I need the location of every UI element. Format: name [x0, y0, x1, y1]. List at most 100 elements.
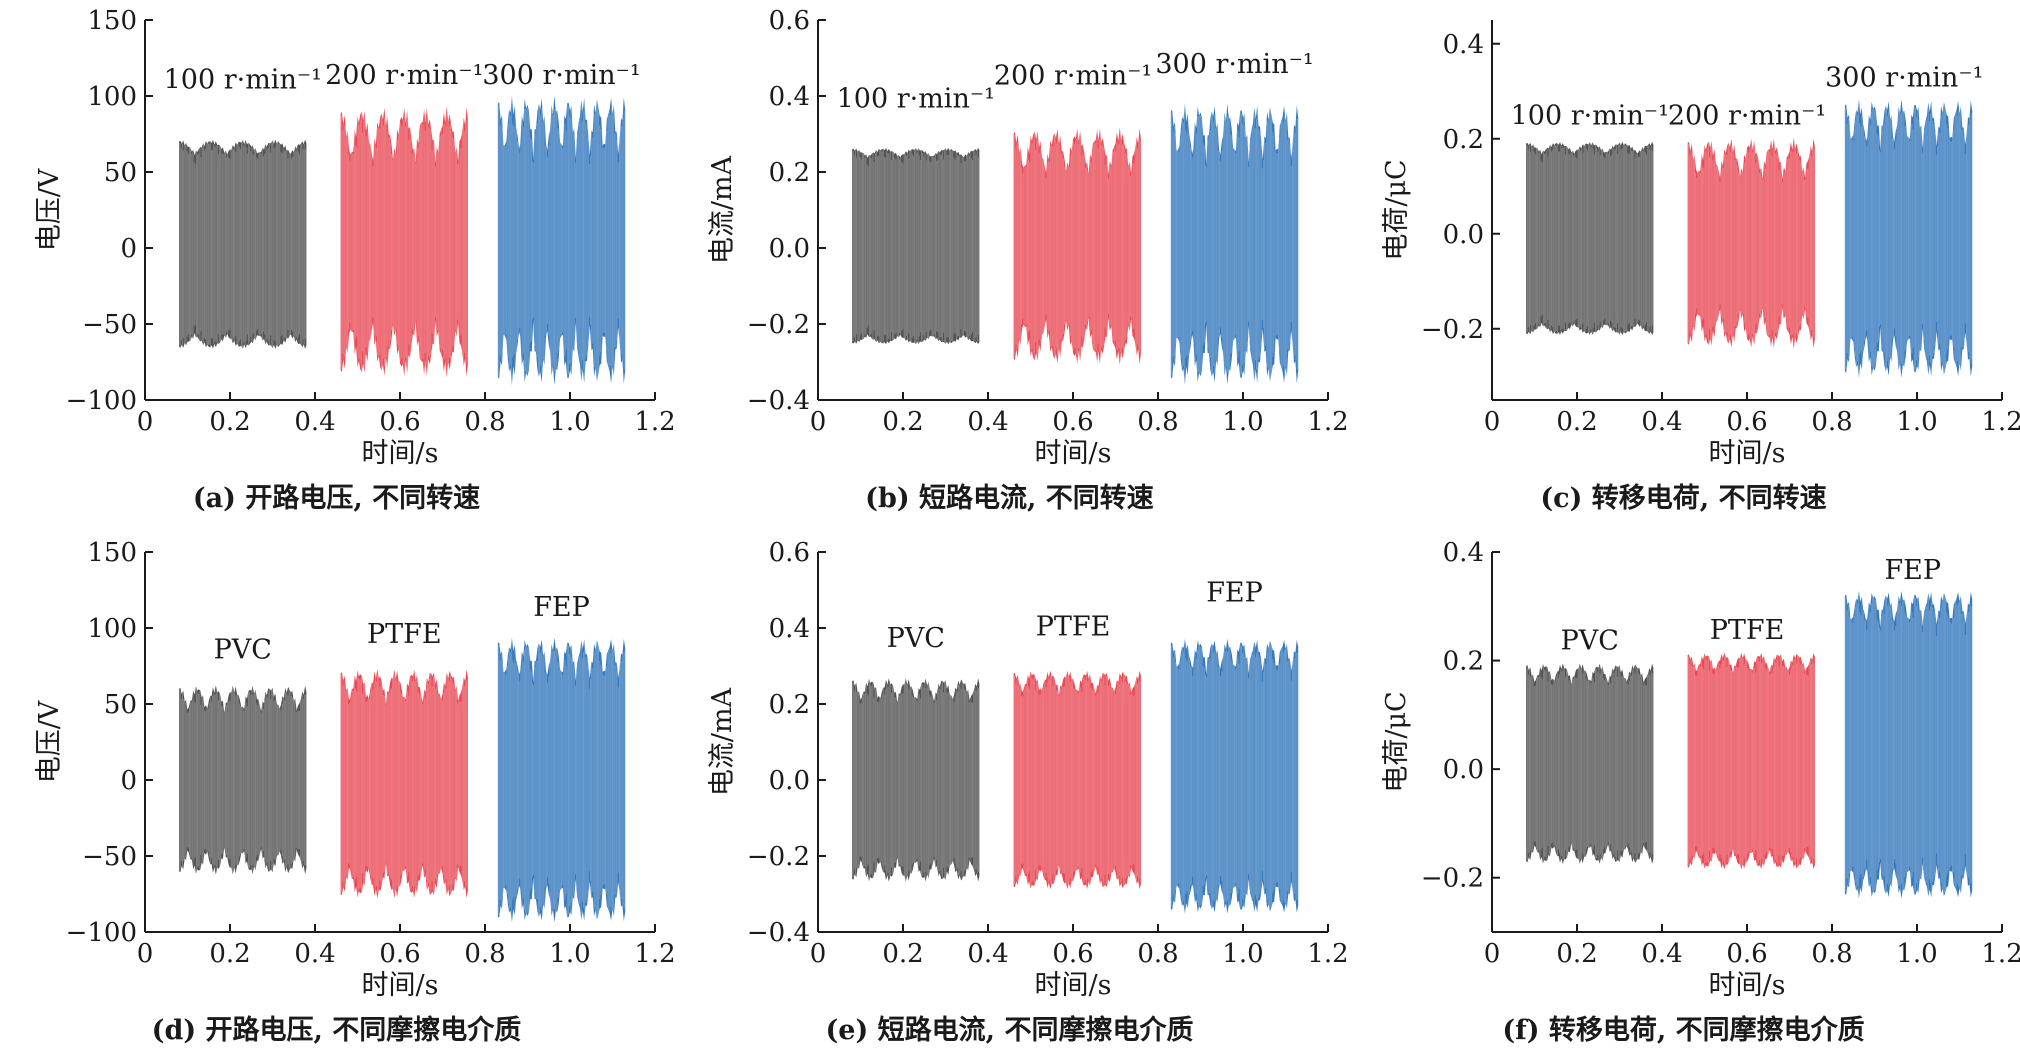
series-3-signal: [1844, 99, 1973, 378]
series-3-label: 300 r·min⁻¹: [482, 60, 640, 91]
series-3-signal: [1170, 638, 1299, 914]
series-1-signal: [1525, 663, 1654, 864]
series-1-signal: [178, 139, 307, 349]
x-axis-title: 时间/s: [362, 970, 439, 1001]
y-axis-title: 电荷/μC: [1381, 159, 1412, 260]
series-2-envelope: [1687, 652, 1815, 870]
chart-svg-c: 0 0.2 0.4 0.6 0.8 1.0 1.2 −0.2 0.0 0.2 0.4 时间/s 电荷/μ…: [1381, 20, 2020, 469]
x-tick-label: 0: [1484, 407, 1501, 437]
series-2-signal: [1687, 137, 1816, 349]
y-tick-label: 0.0: [1443, 755, 1484, 785]
series-3-envelope: [497, 637, 626, 923]
series-2-signal: [340, 106, 469, 378]
x-tick-label: 0: [1484, 939, 1501, 969]
chart-caption-b: (b) 短路电流, 不同转速: [865, 483, 1154, 514]
chart-caption-d: (d) 开路电压, 不同摩擦电介质: [151, 1015, 522, 1046]
x-tick-label: 1.0: [1222, 407, 1263, 437]
series-1-envelope: [852, 678, 980, 882]
y-tick-label: −0.2: [747, 310, 810, 340]
series-1-envelope: [852, 147, 980, 345]
series-3-label: FEP: [1206, 577, 1263, 608]
series-2-signal: [1687, 652, 1816, 870]
y-tick-label: 100: [87, 614, 137, 644]
x-tick-label: 0.8: [1811, 407, 1852, 437]
y-axis-title: 电压/V: [34, 700, 65, 783]
y-tick-label: 0.4: [769, 614, 810, 644]
chart-svg-d: 0 0.2 0.4 0.6 0.8 1.0 1.2 −100 −50 0 50 100 150 时间/s 电…: [34, 538, 673, 1001]
series-3-envelope: [1844, 590, 1973, 899]
x-axis-title: 时间/s: [1709, 970, 1786, 1001]
series-2-oscillation: [1687, 138, 1816, 349]
series-1-label: PVC: [1561, 626, 1619, 657]
series-1-signal: [851, 678, 980, 882]
y-tick-label: 0.0: [769, 766, 810, 796]
x-tick-label: 0.6: [1726, 939, 1767, 969]
series-2-oscillation: [340, 107, 469, 377]
series-3-signal: [497, 95, 626, 386]
chart-svg-e: 0 0.2 0.4 0.6 0.8 1.0 1.2−0.4−0.20.00.20.40.6时…: [707, 538, 1346, 1001]
x-tick-label: 0.2: [1556, 407, 1597, 437]
x-tick-label: 0: [137, 407, 154, 437]
chart-svg-f: 0 0.2 0.4 0.6 0.8 1.0 1.2 −0.2 0.0 0.2 0.4 时间/s 电荷/μ…: [1381, 538, 2020, 1001]
y-tick-label: 0.0: [1443, 220, 1484, 250]
chart-panel-c: 0 0.2 0.4 0.6 0.8 1.0 1.2 −0.2 0.0 0.2 0.4 时间/s 电荷/μ…: [1347, 0, 2020, 531]
series-2-label: 200 r·min⁻¹: [994, 61, 1152, 92]
series-1-envelope: [179, 139, 307, 349]
y-tick-label: −100: [66, 386, 137, 416]
x-tick-label: 0.4: [294, 407, 335, 437]
series-1-oscillation: [178, 139, 307, 349]
chart-svg-a: 0 0.2 0.4 0.6 0.8 1.0 1.2 −100 −50 0 50 100 150 时间/s 电…: [34, 6, 673, 469]
x-tick-label: 1.2: [1981, 407, 2020, 437]
y-tick-label: −0.4: [747, 386, 810, 416]
chart-svg-b: 0 0.2 0.4 0.6 0.8 1.0 1.2−0.4−0.20.00.20.40.6时…: [707, 6, 1346, 469]
y-tick-label: 150: [87, 6, 137, 36]
series-1-oscillation: [1525, 663, 1654, 864]
series-2-label: 200 r·min⁻¹: [325, 60, 483, 91]
series-2-oscillation: [1013, 128, 1142, 364]
series-2-label: PTFE: [1036, 612, 1111, 643]
series-1-signal: [178, 685, 307, 875]
y-tick-label: 0.4: [769, 82, 810, 112]
chart-caption-c: (c) 转移电荷, 不同转速: [1540, 483, 1827, 514]
series-1-signal: [851, 147, 980, 345]
series-1-oscillation: [1525, 142, 1654, 335]
x-tick-label: 0.6: [1726, 407, 1767, 437]
x-tick-label: 1.2: [634, 407, 673, 437]
x-axis-title: 时间/s: [1035, 438, 1112, 469]
x-tick-label: 0.2: [882, 939, 923, 969]
y-tick-label: 0.4: [1443, 538, 1484, 568]
series-3-signal: [497, 637, 626, 923]
y-tick-label: 150: [87, 538, 137, 568]
series-3-label: FEP: [1884, 555, 1941, 586]
y-tick-label: −50: [82, 310, 137, 340]
series-2-label: PTFE: [367, 619, 442, 650]
y-tick-label: 0.2: [1443, 125, 1484, 155]
y-tick-label: 0: [120, 766, 137, 796]
y-tick-label: −0.2: [1421, 864, 1484, 894]
x-tick-label: 1.0: [549, 407, 590, 437]
series-1-signal: [1525, 141, 1654, 336]
y-tick-label: 50: [104, 690, 137, 720]
x-tick-label: 0.2: [1556, 939, 1597, 969]
series-1-envelope: [179, 685, 307, 875]
series-3-envelope: [1844, 99, 1973, 378]
x-tick-label: 1.0: [549, 939, 590, 969]
series-2-label: 200 r·min⁻¹: [1668, 101, 1826, 132]
x-tick-label: 0: [810, 939, 827, 969]
series-2-oscillation: [340, 669, 469, 898]
chart-caption-e: (e) 短路电流, 不同摩擦电介质: [825, 1015, 1194, 1046]
y-tick-label: 0.0: [769, 234, 810, 264]
series-1-label: 100 r·min⁻¹: [1511, 101, 1669, 132]
y-tick-label: 0: [120, 234, 137, 264]
series-2-envelope: [1013, 670, 1141, 890]
y-axis-title: 电流/mA: [707, 155, 738, 264]
x-tick-label: 1.0: [1222, 939, 1263, 969]
series-2-oscillation: [1013, 671, 1142, 889]
series-2-signal: [1013, 127, 1142, 365]
y-axis-title: 电荷/μC: [1381, 691, 1412, 792]
y-tick-label: 0.2: [769, 690, 810, 720]
series-1-label: PVC: [887, 623, 945, 654]
x-axis-title: 时间/s: [1035, 970, 1112, 1001]
series-2-envelope: [1013, 127, 1141, 365]
